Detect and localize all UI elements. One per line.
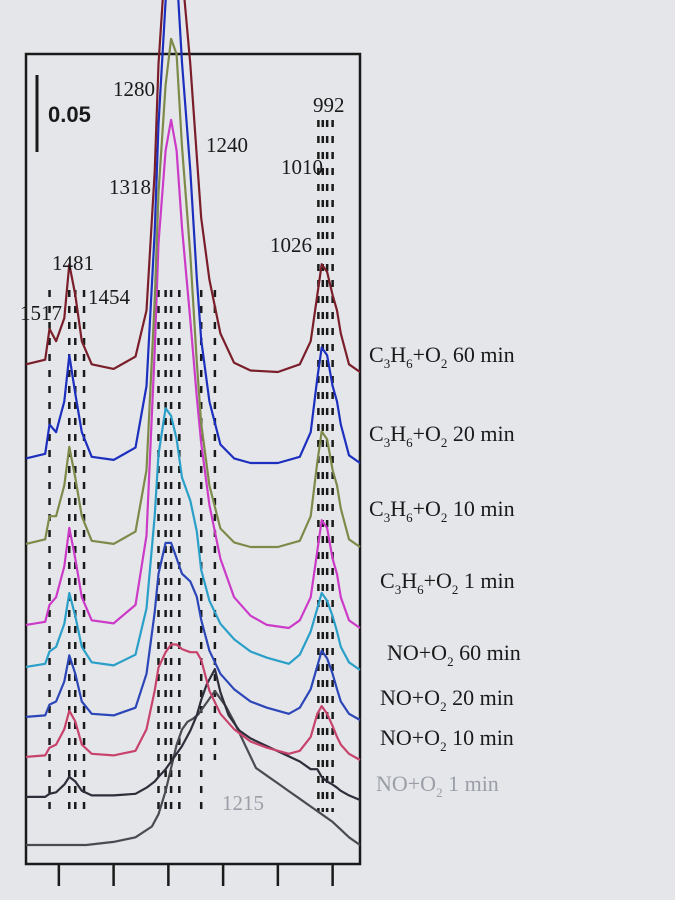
peak-label-1454: 1454	[88, 285, 131, 309]
trace-label-c3h6-20min: C3H6+O2 20 min	[369, 421, 515, 450]
trace-label-no-20min: NO+O2 20 min	[380, 685, 514, 714]
trace-label-no-60min: NO+O2 60 min	[387, 640, 521, 669]
peak-label-1240: 1240	[206, 133, 248, 157]
spectrum-trace-2	[25, 0, 361, 465]
spectrum-trace-5	[25, 407, 361, 671]
trace-label-c3h6-60min: C3H6+O2 60 min	[369, 342, 515, 371]
spectrum-trace-8	[26, 668, 361, 802]
peak-label-1010: 1010	[281, 155, 323, 179]
peak-labels: 1280 992 1240 1010 1318 1026 1481 1454 1…	[20, 77, 345, 815]
spectrum-trace-6	[25, 541, 361, 721]
trace-label-no-10min: NO+O2 10 min	[380, 725, 514, 754]
trace-label-c3h6-1min: C3H6+O2 1 min	[380, 568, 515, 597]
trace-lines	[25, 0, 361, 847]
plot-frame	[24, 52, 362, 866]
peak-label-1215: 1215	[222, 791, 264, 815]
scale-bar-label: 0.05	[48, 102, 91, 127]
spectrum-trace-3	[25, 37, 361, 549]
reference-lines	[48, 120, 334, 812]
peak-label-1517: 1517	[20, 301, 62, 325]
peak-label-1026: 1026	[270, 233, 312, 257]
trace-label-no-1min: NO+O2 1 min	[376, 771, 499, 800]
peak-label-1280: 1280	[113, 77, 155, 101]
spectrum-trace-4	[25, 118, 361, 630]
trace-labels: C3H6+O2 60 min C3H6+O2 20 min C3H6+O2 10…	[369, 342, 521, 800]
scale-bar: 0.05	[35, 75, 91, 152]
peak-label-1481: 1481	[52, 251, 94, 275]
trace-label-c3h6-10min: C3H6+O2 10 min	[369, 496, 515, 525]
spectrum-trace-1	[25, 0, 361, 374]
x-axis-ticks	[57, 864, 334, 886]
peak-label-1318: 1318	[109, 175, 151, 199]
spectrum-trace-7	[25, 643, 361, 761]
peak-label-992: 992	[313, 93, 345, 117]
